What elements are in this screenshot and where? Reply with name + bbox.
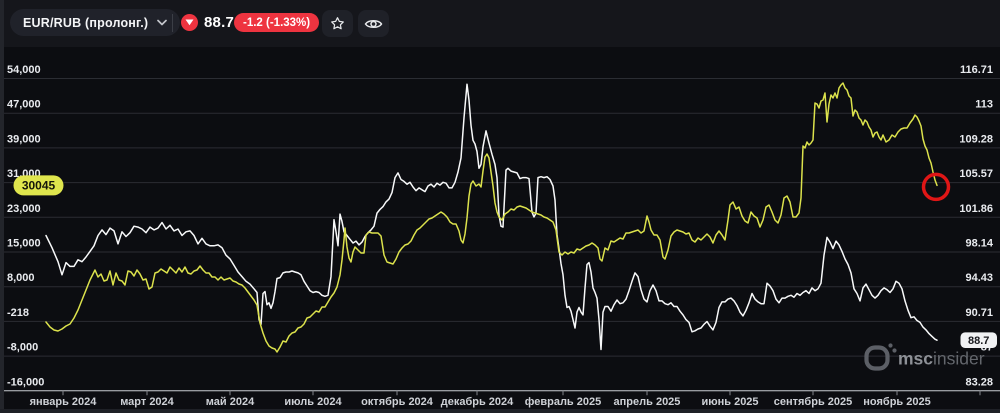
x-axis-label: март 2024 bbox=[120, 396, 174, 408]
watermark-logo-icon bbox=[888, 343, 893, 348]
right-axis-label: 98.14 bbox=[965, 238, 993, 250]
right-axis-label: 113 bbox=[975, 99, 993, 111]
svg-text:30045: 30045 bbox=[22, 178, 56, 192]
left-axis-label: -16,000 bbox=[7, 376, 44, 388]
favorite-button[interactable] bbox=[322, 10, 353, 37]
x-axis-label: ноябрь 2025 bbox=[863, 396, 930, 408]
svg-text:mscinsider: mscinsider bbox=[898, 349, 985, 369]
x-axis-label: июнь 2025 bbox=[701, 396, 758, 408]
toolbar-divider bbox=[172, 14, 173, 32]
symbol-selector[interactable]: EUR/RUB (пролонг.) bbox=[10, 9, 181, 36]
highlight-circle-annotation bbox=[921, 172, 951, 202]
right-axis-label: 109.28 bbox=[959, 133, 993, 145]
x-axis-label: декабрь 2024 bbox=[441, 396, 514, 408]
watch-button[interactable] bbox=[358, 10, 389, 37]
left-current-value-badge: 30045 bbox=[13, 175, 64, 196]
left-axis-label: -218 bbox=[7, 307, 29, 319]
eye-icon bbox=[364, 17, 383, 31]
svg-text:88.7: 88.7 bbox=[968, 335, 989, 347]
right-axis-label: 101.86 bbox=[959, 203, 993, 215]
arrow-down-icon bbox=[181, 14, 198, 31]
star-icon bbox=[329, 15, 346, 32]
window-edge-left bbox=[0, 0, 4, 413]
right-axis-label: 116.71 bbox=[960, 64, 993, 76]
left-axis-label: 23,000 bbox=[7, 203, 41, 215]
right-axis-label: 83.28 bbox=[965, 376, 993, 388]
x-axis-label: апрель 2025 bbox=[614, 396, 681, 408]
left-axis-label: 54,000 bbox=[7, 64, 41, 76]
last-price: 88.7 bbox=[204, 14, 234, 31]
x-axis-label: май 2024 bbox=[206, 396, 255, 408]
left-axis-label: 8,000 bbox=[7, 272, 35, 284]
eur-rub-white-line bbox=[45, 83, 938, 351]
x-axis-label: сентябрь 2025 bbox=[774, 396, 853, 408]
right-axis-label: 105.57 bbox=[959, 168, 993, 180]
x-axis-label: февраль 2025 bbox=[525, 396, 601, 408]
chart-toolbar: EUR/RUB (пролонг.) 88.7 -1.2 (-1.33%) bbox=[0, 0, 1000, 47]
right-axis-label: 94.43 bbox=[965, 272, 993, 284]
right-current-value-badge: 88.7 bbox=[960, 332, 997, 348]
left-axis-label: 47,000 bbox=[7, 99, 41, 111]
overlay-yellow-line bbox=[45, 82, 938, 353]
x-axis-label: октябрь 2024 bbox=[361, 396, 434, 408]
left-axis-label: -8,000 bbox=[7, 342, 38, 354]
change-badge: -1.2 (-1.33%) bbox=[234, 13, 320, 32]
left-axis-label: 15,000 bbox=[7, 238, 41, 250]
chevron-down-icon bbox=[157, 19, 168, 26]
symbol-label: EUR/RUB (пролонг.) bbox=[23, 15, 149, 30]
x-axis-label: июль 2024 bbox=[284, 396, 342, 408]
left-axis-label: 39,000 bbox=[7, 133, 41, 145]
watermark: mscinsider bbox=[864, 343, 985, 371]
window-edge-bottom bbox=[0, 409, 1000, 413]
right-axis-label: 90.71 bbox=[965, 307, 993, 319]
x-axis-label: январь 2024 bbox=[30, 396, 98, 408]
